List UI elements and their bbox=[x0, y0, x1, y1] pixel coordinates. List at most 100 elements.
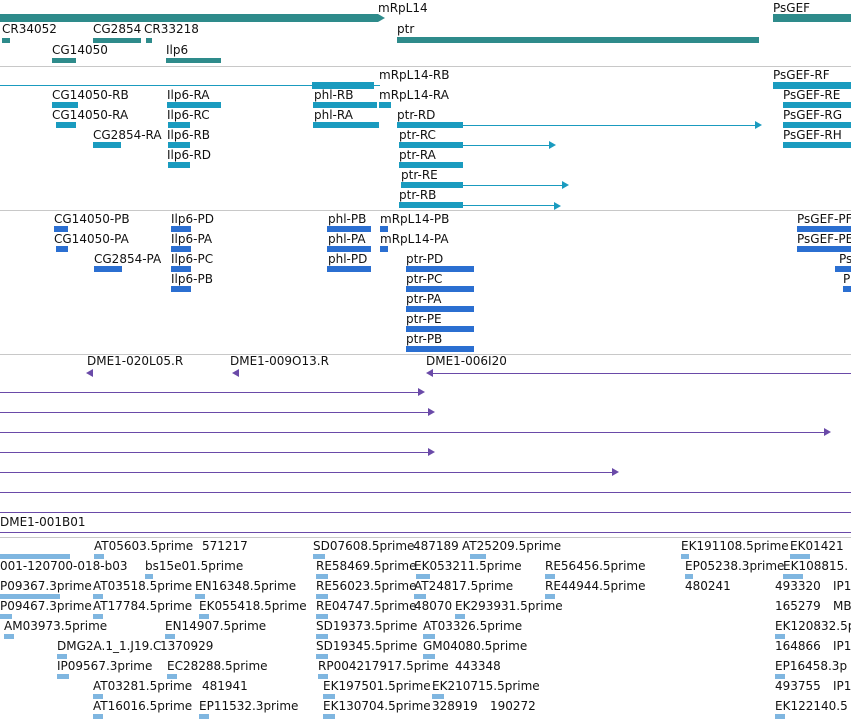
feature-intron-line[interactable] bbox=[0, 452, 428, 453]
feature-intron-line[interactable] bbox=[0, 512, 851, 513]
feature-intron-line[interactable] bbox=[401, 185, 563, 186]
feature-exon-bar[interactable] bbox=[313, 122, 379, 128]
feature-label[interactable]: PsGEF-RH bbox=[783, 128, 842, 142]
feature-label[interactable]: DME1-020L05.R bbox=[87, 355, 184, 368]
feature-label[interactable]: EK053211.5prime bbox=[414, 559, 522, 573]
feature-exon-bar[interactable] bbox=[56, 246, 68, 252]
feature-label[interactable]: CR33218 bbox=[144, 22, 199, 36]
feature-label[interactable]: EK055418.5prime bbox=[199, 599, 307, 613]
feature-exon-bar[interactable] bbox=[380, 246, 388, 252]
feature-exon-bar[interactable] bbox=[94, 266, 122, 272]
feature-exon-bar[interactable] bbox=[316, 574, 328, 579]
feature-exon-bar[interactable] bbox=[327, 246, 371, 252]
feature-label[interactable]: SD19345.5prime bbox=[316, 639, 418, 653]
feature-exon-bar[interactable] bbox=[406, 286, 474, 292]
feature-exon-bar[interactable] bbox=[323, 714, 335, 719]
feature-label[interactable]: SD19373.5prime bbox=[316, 619, 418, 633]
feature-exon-bar[interactable] bbox=[146, 38, 152, 43]
feature-label[interactable]: EK108815. bbox=[783, 559, 849, 573]
feature-label[interactable]: CG14050 bbox=[52, 43, 108, 57]
feature-exon-bar[interactable] bbox=[54, 226, 68, 232]
feature-label[interactable]: PsGEF bbox=[773, 1, 811, 15]
feature-exon-bar[interactable] bbox=[797, 226, 851, 232]
feature-exon-bar[interactable] bbox=[4, 634, 14, 639]
feature-label[interactable]: AM03973.5prime bbox=[4, 619, 108, 633]
feature-exon-bar[interactable] bbox=[414, 594, 426, 599]
feature-label[interactable]: AT25209.5prime bbox=[462, 539, 562, 553]
feature-exon-bar[interactable] bbox=[773, 14, 851, 22]
feature-label[interactable]: DMG2A.1_1.J19.C bbox=[57, 639, 162, 653]
feature-exon-bar[interactable] bbox=[171, 246, 191, 252]
feature-exon-bar[interactable] bbox=[783, 142, 851, 148]
feature-label[interactable]: ptr-RC bbox=[399, 128, 436, 142]
feature-label[interactable]: 165279 bbox=[775, 599, 821, 613]
feature-label[interactable]: phl-PD bbox=[328, 252, 368, 266]
feature-exon-bar[interactable] bbox=[399, 142, 463, 148]
feature-exon-bar[interactable] bbox=[327, 266, 371, 272]
feature-exon-bar[interactable] bbox=[316, 634, 328, 639]
feature-label[interactable]: CG14050-PA bbox=[54, 232, 129, 246]
feature-label[interactable]: 481941 bbox=[202, 679, 248, 693]
feature-exon-bar[interactable] bbox=[685, 574, 693, 579]
feature-label[interactable]: ptr-PA bbox=[406, 292, 442, 306]
feature-label[interactable]: EK210715.5prime bbox=[432, 679, 540, 693]
feature-exon-bar[interactable] bbox=[0, 14, 378, 22]
feature-label[interactable]: 493755 bbox=[775, 679, 821, 693]
feature-label[interactable]: EP16458.3p bbox=[775, 659, 848, 673]
feature-label[interactable]: P09367.3prime bbox=[0, 579, 92, 593]
strand-arrow-right-icon[interactable] bbox=[562, 181, 569, 189]
feature-label[interactable]: RP004217917.5prime bbox=[318, 659, 449, 673]
feature-exon-bar[interactable] bbox=[432, 694, 444, 699]
feature-exon-bar[interactable] bbox=[406, 306, 474, 312]
feature-label[interactable]: Ilp6-PD bbox=[171, 212, 214, 226]
strand-arrow-right-icon[interactable] bbox=[428, 408, 435, 416]
feature-exon-bar[interactable] bbox=[775, 634, 785, 639]
feature-label[interactable]: ptr-RA bbox=[399, 148, 436, 162]
feature-label[interactable]: AT17784.5prime bbox=[93, 599, 193, 613]
feature-exon-bar[interactable] bbox=[835, 266, 851, 272]
feature-label[interactable]: ptr-RD bbox=[397, 108, 436, 122]
feature-exon-bar[interactable] bbox=[380, 226, 388, 232]
feature-label[interactable]: Ilp6-RD bbox=[167, 148, 212, 162]
feature-label[interactable]: 1370929 bbox=[160, 639, 214, 653]
feature-label[interactable]: AT16016.5prime bbox=[93, 699, 193, 713]
strand-arrow-right-icon[interactable] bbox=[418, 388, 425, 396]
feature-label[interactable]: Ilp6-RC bbox=[167, 108, 210, 122]
feature-exon-bar[interactable] bbox=[52, 102, 78, 108]
feature-exon-bar[interactable] bbox=[323, 694, 335, 699]
feature-label[interactable]: RE04747.5prime bbox=[316, 599, 417, 613]
feature-label[interactable]: 001-120700-018-b03 bbox=[0, 559, 128, 573]
feature-label[interactable]: PsGEF-RF bbox=[773, 68, 830, 82]
feature-intron-line[interactable] bbox=[0, 392, 420, 393]
feature-label[interactable]: EP11532.3prime bbox=[199, 699, 299, 713]
feature-label[interactable]: Ps bbox=[839, 252, 851, 266]
feature-exon-bar[interactable] bbox=[166, 58, 221, 63]
strand-arrow-left-icon[interactable] bbox=[86, 369, 93, 377]
feature-exon-bar[interactable] bbox=[56, 122, 76, 128]
feature-exon-bar[interactable] bbox=[171, 226, 191, 232]
feature-label[interactable]: PsGEF-PE bbox=[797, 232, 851, 246]
feature-label[interactable]: phl-RB bbox=[314, 88, 354, 102]
feature-label[interactable]: 487189 bbox=[413, 539, 459, 553]
feature-label[interactable]: CR34052 bbox=[2, 22, 57, 36]
feature-exon-bar[interactable] bbox=[470, 554, 486, 559]
feature-label[interactable]: ptr-PB bbox=[406, 332, 443, 346]
feature-exon-bar[interactable] bbox=[681, 554, 689, 559]
feature-label[interactable]: Ilp6-PB bbox=[171, 272, 213, 286]
feature-exon-bar[interactable] bbox=[145, 574, 153, 579]
feature-exon-bar[interactable] bbox=[93, 142, 121, 148]
feature-label[interactable]: RE44944.5prime bbox=[545, 579, 646, 593]
feature-label[interactable]: AT03518.5prime bbox=[93, 579, 193, 593]
feature-label[interactable]: EK120832.5p bbox=[775, 619, 851, 633]
feature-exon-bar[interactable] bbox=[93, 614, 103, 619]
feature-label[interactable]: 443348 bbox=[455, 659, 501, 673]
feature-label[interactable]: EN16348.5prime bbox=[195, 579, 297, 593]
feature-intron-line[interactable] bbox=[397, 125, 755, 126]
feature-exon-bar[interactable] bbox=[0, 614, 12, 619]
feature-label[interactable]: mRpL14-RB bbox=[379, 68, 450, 82]
feature-label[interactable]: RE58469.5prime bbox=[316, 559, 417, 573]
feature-label[interactable]: DME1-001B01 bbox=[0, 515, 86, 529]
feature-exon-bar[interactable] bbox=[0, 554, 70, 559]
feature-label[interactable]: AT03326.5prime bbox=[423, 619, 523, 633]
feature-exon-bar[interactable] bbox=[199, 614, 209, 619]
